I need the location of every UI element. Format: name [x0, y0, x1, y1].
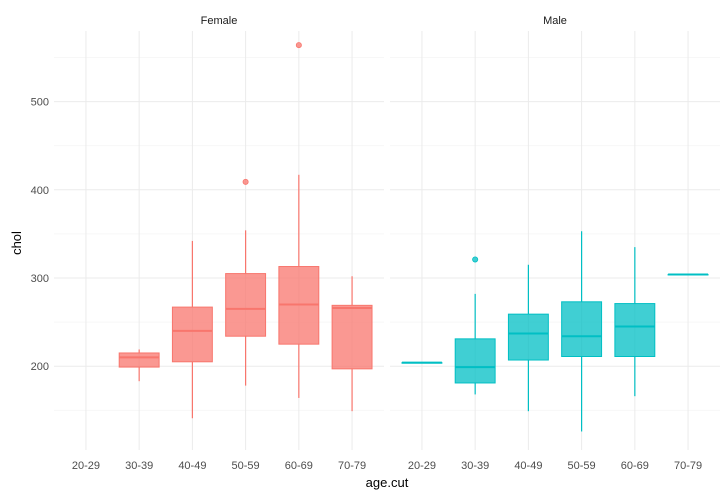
y-axis-ticks: 200 300 400 500: [31, 97, 49, 374]
box: [171, 306, 213, 363]
x-tick-label: 30-39: [461, 460, 489, 472]
box: [561, 301, 603, 357]
x-tick-label: 40-49: [178, 460, 206, 472]
x-tick-label: 50-59: [568, 460, 596, 472]
outlier-point: [242, 178, 249, 185]
boxplot-female-70-79: [331, 276, 373, 412]
x-tick-label: 70-79: [338, 460, 366, 472]
y-tick-label: 400: [31, 185, 49, 197]
x-axis-title: age.cut: [366, 475, 409, 490]
boxplot-male-30-39: [454, 256, 496, 395]
grid: [54, 31, 720, 450]
boxplot-male-60-69: [614, 247, 656, 397]
boxplot-female-60-69: [278, 42, 320, 398]
x-tick-label: 30-39: [125, 460, 153, 472]
boxplot-female-40-49: [171, 240, 213, 419]
boxplot-female-30-39: [118, 349, 160, 382]
boxplot-female-50-59: [225, 178, 267, 386]
x-tick-label: 50-59: [232, 460, 260, 472]
y-axis-title: chol: [9, 231, 24, 255]
box: [118, 352, 160, 368]
facet-strips: Female Male: [201, 15, 567, 27]
x-tick-label: 70-79: [674, 460, 702, 472]
box: [331, 304, 373, 370]
facet-label-male: Male: [543, 15, 567, 27]
box: [614, 303, 656, 357]
outlier-point: [295, 42, 302, 49]
x-tick-label: 20-29: [408, 460, 436, 472]
boxplot-male-50-59: [561, 231, 603, 432]
boxplot-male-20-29: [401, 361, 443, 364]
boxplot-male-40-49: [507, 264, 549, 412]
boxplots: [118, 42, 709, 432]
box: [454, 338, 496, 384]
x-tick-label: 60-69: [621, 460, 649, 472]
outlier-point: [472, 256, 479, 263]
y-tick-label: 300: [31, 273, 49, 285]
x-tick-label: 20-29: [72, 460, 100, 472]
x-axis-ticks: 20-29 30-39 40-49 50-59 60-69 70-79 20-29 30-39…: [72, 460, 702, 472]
boxplot-male-70-79: [667, 273, 709, 276]
box: [507, 313, 549, 361]
facet-label-female: Female: [201, 15, 238, 27]
x-tick-label: 60-69: [285, 460, 313, 472]
box: [225, 273, 267, 337]
y-tick-label: 200: [31, 361, 49, 373]
x-tick-label: 40-49: [514, 460, 542, 472]
y-tick-label: 500: [31, 97, 49, 109]
